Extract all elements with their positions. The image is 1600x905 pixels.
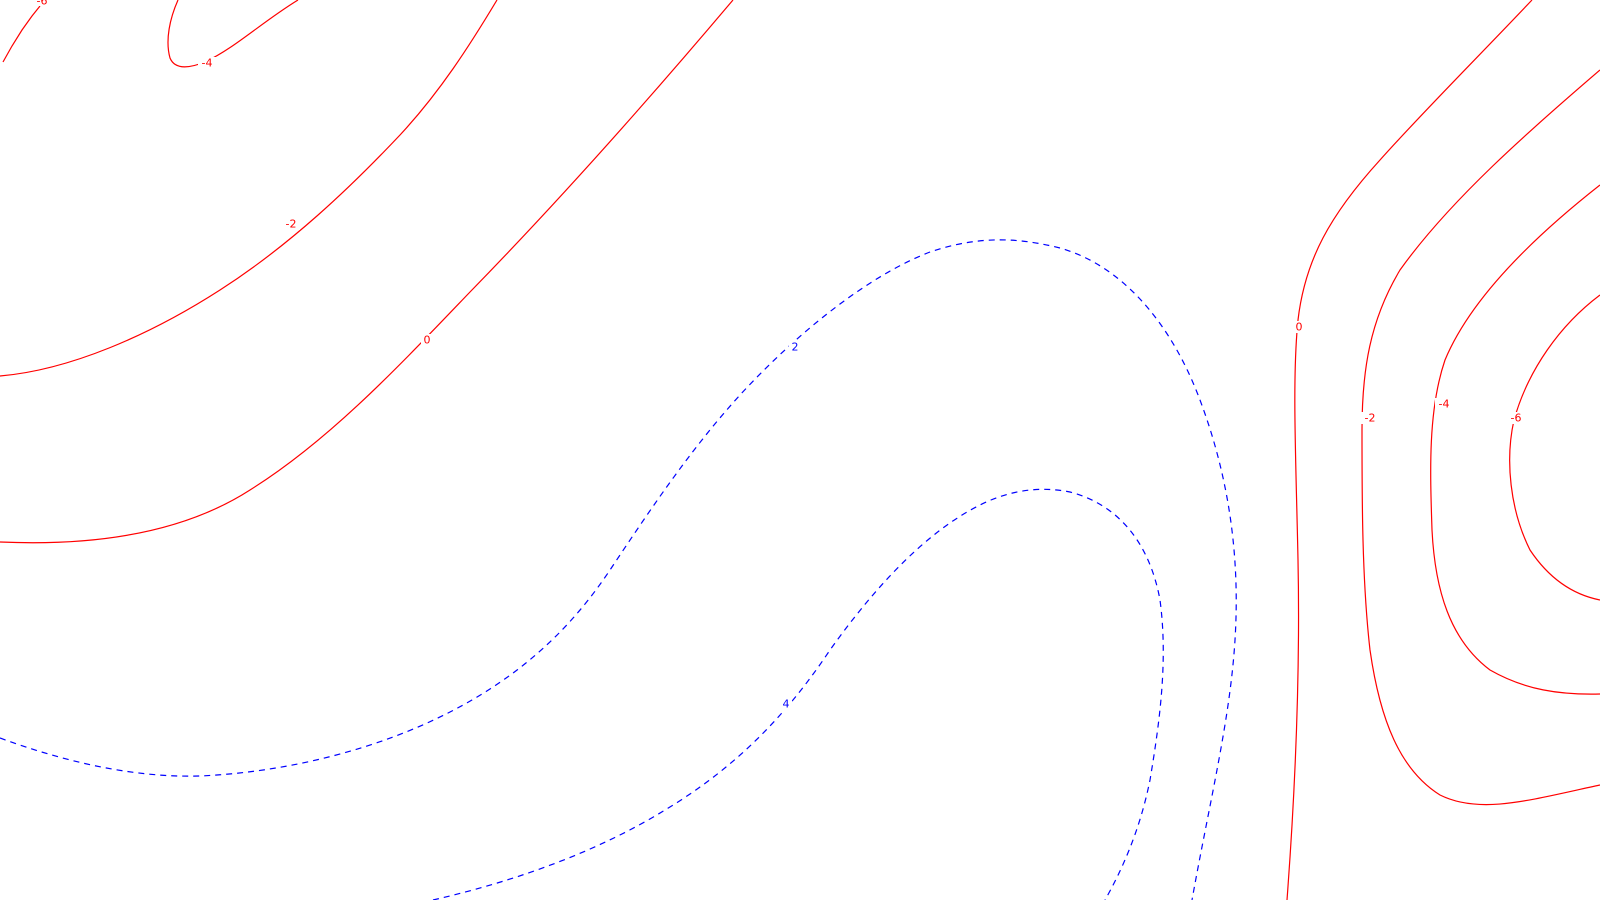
contour-label-m4-right: -4	[1435, 398, 1453, 411]
contour-line-p2	[0, 239, 1237, 901]
contour-label-zero-right: 0	[1293, 321, 1305, 334]
contour-label-m6-corner: -6	[34, 0, 48, 8]
svg-text:-4: -4	[1439, 398, 1450, 411]
contour-label-p4: 4	[780, 698, 792, 711]
svg-text:-6: -6	[1511, 412, 1522, 425]
svg-text:-2: -2	[1365, 412, 1376, 425]
contour-line-zero-right	[1286, 0, 1533, 901]
contour-line-zero-left	[0, 0, 734, 544]
contour-line-m2-right	[1361, 69, 1600, 806]
svg-text:2: 2	[792, 341, 799, 354]
contour-line-m4-top	[167, 0, 299, 68]
contour-label-m6-right: -6	[1507, 412, 1525, 425]
contour-label-p2: 2	[789, 341, 801, 354]
svg-text:0: 0	[424, 334, 431, 347]
contour-label-m2-left: -2	[282, 218, 300, 231]
contour-line-m6-right	[1509, 294, 1600, 601]
contour-line-m4-right	[1430, 184, 1600, 695]
svg-text:-6: -6	[37, 0, 48, 8]
svg-text:4: 4	[783, 698, 790, 711]
contour-line-m2-left	[0, 0, 498, 377]
svg-text:0: 0	[1296, 321, 1303, 334]
contour-label-zero-left: 0	[421, 334, 433, 347]
svg-text:-4: -4	[202, 57, 213, 70]
contour-line-p4	[432, 488, 1164, 901]
svg-text:-2: -2	[286, 218, 297, 231]
contour-line-m6-corner	[2, 5, 41, 63]
contour-label-m4-top: -4	[198, 57, 216, 70]
contour-label-m2-right: -2	[1361, 412, 1379, 425]
